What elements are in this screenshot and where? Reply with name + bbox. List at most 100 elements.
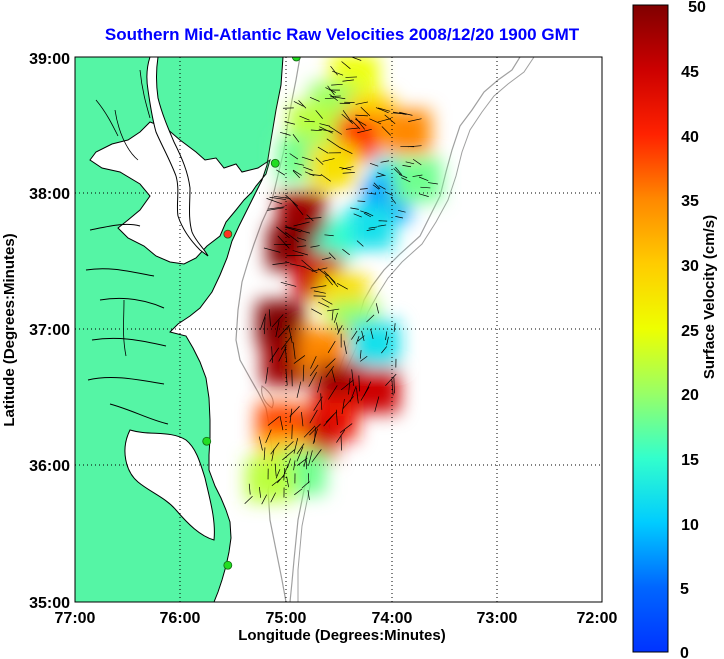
current-vector [355,117,366,130]
current-vector [300,230,310,234]
current-vector [268,309,271,327]
current-vector [356,240,364,247]
current-vector [296,457,308,466]
x-tick-label: 72:00 [577,610,618,627]
current-vector [327,85,335,96]
current-vector [325,411,337,423]
current-vector [248,483,251,495]
current-vector [244,495,253,504]
velocity-field [245,57,442,502]
chart-title: Southern Mid-Atlantic Raw Velocities 200… [105,25,580,44]
current-vector [336,322,340,333]
current-vector [284,231,299,243]
current-vector [285,194,298,207]
current-vector [336,429,346,443]
y-axis: 39:00 38:00 37:00 36:00 35:00 [29,51,70,612]
colorbar-tick-label: 5 [680,581,689,598]
current-vector [285,226,303,231]
current-vector [292,134,300,143]
current-vector [289,263,306,268]
current-vector [259,486,261,498]
current-vector [391,379,394,396]
current-vector [368,192,377,195]
current-vector [377,224,387,227]
current-vector [377,107,391,112]
current-vector [304,171,315,177]
colorbar-tick-label: 50 [688,0,706,16]
current-vector [269,196,286,200]
x-tick-label: 77:00 [55,610,96,627]
x-tick-label: 73:00 [477,610,518,627]
current-vector [311,308,323,315]
current-vector [296,446,304,462]
current-vector [302,266,318,274]
current-vector [292,169,302,176]
velocity-cell [393,157,442,202]
current-vector [296,237,307,241]
colorbar-tick-label: 20 [681,387,699,404]
grid [75,57,602,602]
colorbar-tick-label: 35 [681,193,699,210]
current-vector [310,285,327,289]
plot-frame [74,56,603,603]
station-marker [291,57,301,62]
y-tick-label: 37:00 [29,322,70,339]
current-vector [278,346,287,362]
station-marker [270,158,280,168]
x-axis-label: Longitude (Degrees:Minutes) [238,627,446,644]
current-vector [276,474,285,484]
current-vector [320,173,331,182]
colorbar-label: Surface Velocity (cm/s) [701,215,718,379]
sound [124,429,215,541]
current-vector [386,336,389,346]
colorbar-tick-label: 25 [681,323,699,340]
current-vector [271,448,275,462]
current-vector [308,450,313,466]
colorbar-tick-label: 10 [681,517,699,534]
current-vector [289,408,293,423]
current-vector [284,226,302,233]
current-vector [357,200,366,202]
y-tick-label: 36:00 [29,458,70,475]
current-vector [268,206,285,210]
station-marker [202,436,212,446]
current-vector [293,460,296,471]
colorbar [632,4,669,653]
current-vector [353,213,362,218]
current-vector [368,226,378,229]
current-vector [280,281,297,287]
current-vector [341,398,345,415]
current-vector [377,118,392,123]
current-vector [277,235,290,249]
current-vector [309,96,320,102]
current-vector [408,118,422,122]
colorbar-tick-label: 15 [681,452,699,469]
current-vector [307,490,310,501]
current-vector [331,309,334,321]
current-vector [289,153,299,160]
current-vector [342,79,354,82]
current-vector [313,290,326,294]
current-vector [335,409,338,425]
current-vector [363,212,372,218]
current-vector [393,377,395,394]
current-vector [261,494,268,505]
current-vector [263,317,266,335]
current-vector [293,355,306,364]
current-vector [359,350,362,359]
current-vector [271,346,273,363]
current-vector [384,191,393,196]
current-vector [322,158,335,162]
current-vector [337,325,343,335]
current-vector [269,347,280,362]
current-vector [279,415,284,431]
current-vector [360,355,368,362]
current-vector [296,245,307,248]
current-vector [296,381,302,398]
current-vector [356,387,359,404]
current-vector [277,324,290,338]
current-vector [294,488,303,496]
current-vector [324,97,336,100]
current-vector [315,110,323,119]
current-vector [342,248,350,256]
